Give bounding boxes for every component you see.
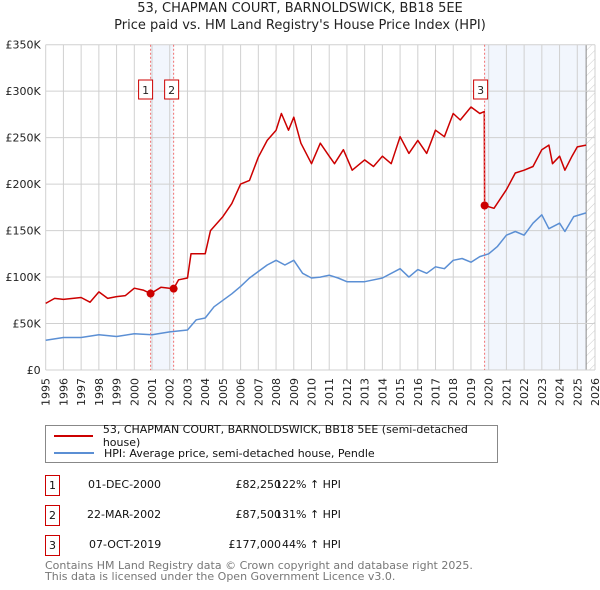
y-tick-label: £200K	[5, 178, 41, 191]
footer-copyright: Contains HM Land Registry data © Crown c…	[45, 559, 473, 572]
shaded-range	[484, 44, 587, 370]
x-tick-label: 2022	[518, 378, 531, 406]
x-tick-label: 2017	[430, 378, 443, 406]
x-tick-label: 2024	[554, 378, 567, 406]
sale-label-box	[473, 79, 489, 100]
sale-date: 22-MAR-2002	[87, 508, 162, 521]
sale-point	[146, 289, 155, 298]
x-tick-label: 2018	[447, 378, 460, 406]
x-tick-label: 2025	[571, 378, 584, 406]
chart-subtitle: Price paid vs. HM Land Registry's House …	[114, 18, 486, 33]
legend-swatch-blue	[54, 452, 94, 454]
chart-title: 53, CHAPMAN COURT, BARNOLDSWICK, BB18 5E…	[137, 1, 463, 16]
x-tick-label: 2016	[412, 378, 425, 406]
x-tick-label: 2020	[483, 378, 496, 406]
legend-label: 53, CHAPMAN COURT, BARNOLDSWICK, BB18 5E…	[102, 423, 468, 449]
sale-label: 1	[142, 84, 149, 97]
y-tick-label: £0	[27, 364, 41, 377]
sale-point	[480, 201, 489, 210]
x-tick-label: 2010	[305, 378, 318, 406]
x-tick-label: 2006	[235, 378, 248, 406]
sale-price: £87,500	[235, 508, 282, 521]
y-tick-label: £150K	[5, 225, 41, 238]
hpi-line	[45, 212, 587, 342]
sale-label: 3	[477, 84, 484, 97]
x-tick-label: 2000	[128, 378, 141, 406]
legend: 53, CHAPMAN COURT, BARNOLDSWICK, BB18 5E…	[45, 423, 498, 463]
sale-label-box	[164, 79, 180, 100]
sale-date: 07-OCT-2019	[89, 538, 162, 551]
x-tick-label: 1995	[40, 378, 53, 406]
x-tick-label: 2021	[500, 378, 513, 406]
x-tick-label: 2008	[270, 378, 283, 406]
x-tick-label: 1998	[93, 378, 106, 406]
x-tick-label: 2023	[536, 378, 549, 406]
marker-badge: 3	[45, 535, 60, 556]
x-tick-label: 2007	[252, 378, 265, 406]
legend-item-property: 53, CHAPMAN COURT, BARNOLDSWICK, BB18 5E…	[54, 423, 497, 449]
sale-label-box	[138, 79, 154, 100]
sale-price: £82,250	[235, 478, 282, 491]
y-tick-label: £250K	[5, 132, 41, 145]
y-tick-label: £350K	[5, 39, 41, 52]
x-tick-label: 2014	[376, 378, 389, 406]
y-tick-label: £100K	[5, 271, 41, 284]
x-tick-label: 1999	[111, 378, 124, 406]
x-tick-label: 2019	[465, 378, 478, 406]
x-tick-label: 1996	[57, 378, 70, 406]
y-tick-label: £300K	[5, 85, 41, 98]
x-tick-label: 2026	[589, 378, 600, 406]
x-tick-label: 2011	[323, 378, 336, 406]
sale-date: 01-DEC-2000	[88, 478, 162, 491]
y-tick-label: £50K	[12, 318, 41, 331]
x-tick-label: 1997	[75, 378, 88, 406]
x-tick-label: 2002	[164, 378, 177, 406]
price-chart: 1 2 3 1995 1996 1997 1998 1999 2000 2001 2002 2003 2…	[5, 39, 600, 406]
legend-swatch-red	[54, 435, 93, 437]
sale-point	[169, 284, 178, 293]
x-tick-label: 2001	[146, 378, 159, 406]
marker-badge: 2	[45, 505, 60, 526]
hpi-change: 131% ↑ HPI	[275, 508, 341, 521]
x-tick-label: 2013	[359, 378, 372, 406]
x-tick-label: 2015	[394, 378, 407, 406]
sale-label: 2	[168, 84, 175, 97]
marker-badge: 1	[45, 475, 60, 496]
hpi-change: 44% ↑ HPI	[282, 538, 341, 551]
x-tick-label: 2004	[199, 378, 212, 406]
legend-item-hpi: HPI: Average price, semi-detached house,…	[54, 446, 375, 460]
x-tick-label: 2005	[217, 378, 230, 406]
x-tick-label: 2012	[341, 378, 354, 406]
forecast-hatch	[586, 44, 595, 370]
x-tick-label: 2003	[181, 378, 194, 406]
hpi-change: 122% ↑ HPI	[275, 478, 341, 491]
x-tick-label: 2009	[288, 378, 301, 406]
sale-price: £177,000	[228, 538, 282, 551]
legend-label: HPI: Average price, semi-detached house,…	[104, 446, 375, 460]
footer-licence: This data is licensed under the Open Gov…	[45, 570, 396, 583]
